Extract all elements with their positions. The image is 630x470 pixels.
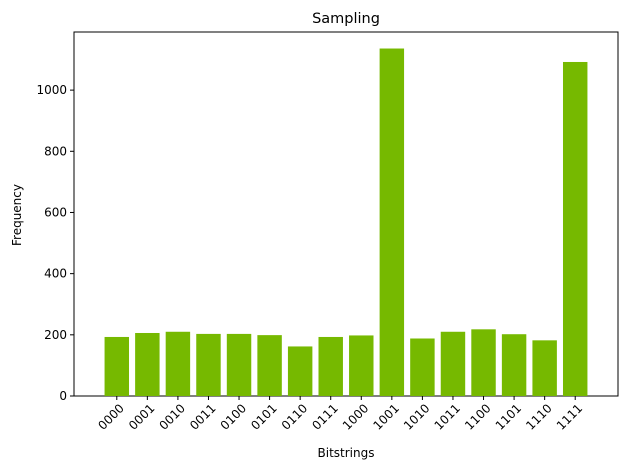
bar-0101: [257, 335, 282, 396]
x-tick-label: 0011: [187, 401, 218, 432]
plot-area: [73, 31, 619, 397]
y-tick-label: 1000: [36, 83, 67, 97]
y-tick-label: 400: [44, 267, 67, 281]
x-tick-label: 0001: [126, 401, 157, 432]
bar-0110: [287, 346, 313, 396]
x-axis-label: Bitstrings: [318, 446, 375, 460]
bar-0001: [135, 332, 160, 396]
y-tick-label: 200: [44, 328, 67, 342]
y-tick-label: 800: [44, 144, 67, 158]
x-tick-label: 1110: [523, 401, 554, 432]
x-tick-label: 1000: [340, 401, 371, 432]
bar-1001: [379, 48, 405, 397]
y-axis-ticks: 0 200 400 600 800 1000: [36, 83, 74, 403]
plot-frame: [73, 31, 619, 397]
x-tick-label: 0010: [157, 401, 188, 432]
x-axis-ticks: 0000 0001 0010 0011 0100 0101 0110 0111 1000 1001…: [95, 396, 585, 433]
x-tick-label: 1101: [493, 401, 524, 432]
bar-0011: [196, 333, 221, 396]
bar-1011: [440, 331, 466, 396]
x-tick-label: 0100: [218, 401, 249, 432]
bar-0100: [226, 333, 252, 396]
x-tick-label: 1001: [370, 401, 401, 432]
x-tick-label: 0111: [309, 401, 340, 432]
bars: [104, 48, 588, 397]
bar-1111: [562, 61, 588, 396]
x-tick-label: 1010: [401, 401, 432, 432]
y-tick-label: 0: [59, 389, 67, 403]
bar-0010: [165, 331, 191, 396]
bar-1010: [410, 338, 435, 396]
bar-0111: [318, 336, 343, 396]
x-tick-label: 0101: [248, 401, 279, 432]
x-tick-label: 1100: [462, 401, 493, 432]
y-tick-label: 600: [44, 205, 67, 219]
bar-1110: [532, 340, 557, 396]
x-tick-label: 0000: [95, 401, 126, 432]
bar-1101: [501, 334, 527, 396]
x-tick-label: 1111: [554, 401, 585, 432]
bar-0000: [104, 336, 130, 396]
x-tick-label: 1011: [432, 401, 463, 432]
bar-1100: [471, 329, 496, 396]
y-axis-label: Frequency: [10, 184, 24, 246]
x-tick-label: 0110: [279, 401, 310, 432]
chart-title: Sampling: [312, 11, 380, 27]
bar-1000: [349, 335, 374, 396]
